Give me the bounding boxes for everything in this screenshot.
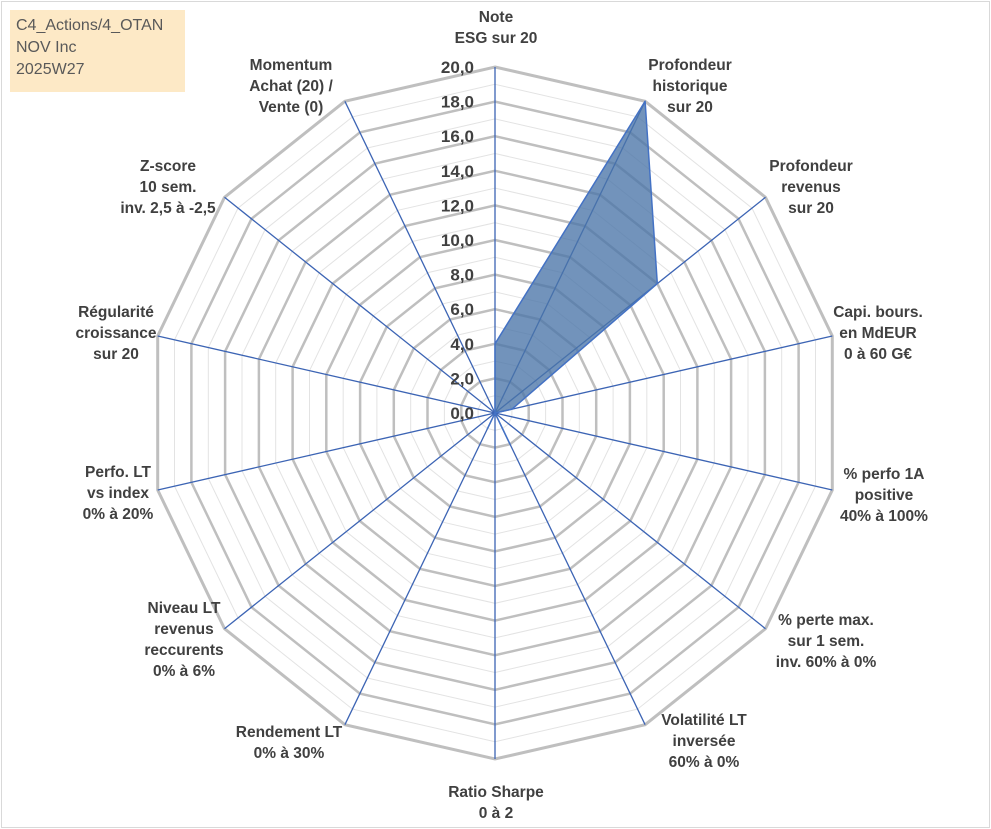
tick-labels: 0,0 2,0 4,0 6,0 8,0 10,0 12,0 14,0 16,0 18,0 20,0: [441, 58, 474, 423]
axis-label-line: historique: [653, 78, 728, 95]
axis-label: Régularité croissance sur 20: [76, 304, 157, 363]
axis-label-line: 60% à 0%: [669, 754, 740, 771]
axis-spoke: [344, 101, 496, 414]
axis-label-line: sur 20: [788, 200, 834, 217]
axis-label: Niveau LT revenus reccurents 0% à 6%: [144, 600, 223, 680]
tick-label: 6,0: [450, 300, 474, 319]
axis-label-line: Ratio Sharpe: [448, 784, 544, 801]
axis-spoke: [494, 412, 833, 491]
tick-label: 2,0: [450, 369, 474, 388]
axis-label-line: Vente (0): [259, 99, 324, 116]
axis-label-line: 40% à 100%: [840, 508, 928, 525]
axis-label: Z-score 10 sem. inv. 2,5 à -2,5: [120, 158, 216, 217]
axis-label-line: inversée: [673, 733, 736, 750]
info-box: C4_Actions/4_OTAN NOV Inc 2025W27: [10, 10, 185, 92]
axis-label: Volatilité LT inversée 60% à 0%: [661, 712, 747, 771]
tick-label: 14,0: [441, 162, 474, 181]
axis-spoke: [157, 412, 496, 491]
axis-label-line: Régularité: [78, 304, 154, 321]
axis-label-line: en MdEUR: [839, 325, 917, 342]
axis-label-line: sur 20: [667, 99, 713, 116]
axis-label-line: reccurents: [144, 642, 223, 659]
axis-label-line: 0 à 2: [479, 805, 513, 822]
axis-label-line: Note: [479, 9, 514, 26]
axis-label-line: 0% à 6%: [153, 663, 215, 680]
axis-label: Note ESG sur 20: [455, 9, 538, 47]
axis-spoke: [344, 412, 496, 725]
axis-label-line: sur 20: [93, 346, 139, 363]
axis-label: Capi. bours. en MdEUR 0 à 60 G€: [833, 304, 923, 363]
axis-label-line: ESG sur 20: [455, 30, 538, 47]
axis-spoke: [224, 196, 496, 414]
tick-label: 16,0: [441, 127, 474, 146]
axis-label-line: inv. 60% à 0%: [776, 654, 877, 671]
tick-label: 0,0: [450, 404, 474, 423]
axis-labels: Note ESG sur 20 Profondeur historique sur 20…: [76, 9, 929, 822]
axis-label-line: Niveau LT: [148, 600, 221, 617]
axis-label-line: Momentum: [250, 57, 333, 74]
axis-label-line: inv. 2,5 à -2,5: [120, 200, 216, 217]
axis-label-line: revenus: [154, 621, 213, 638]
axis-spoke: [157, 335, 496, 414]
axis-label-line: Achat (20) /: [249, 78, 333, 95]
axis-label-line: % perte max.: [778, 612, 874, 629]
axis-label-line: 10 sem.: [140, 179, 197, 196]
tick-label: 12,0: [441, 196, 474, 215]
axis-label-line: 0 à 60 G€: [844, 346, 912, 363]
axis-label: Rendement LT 0% à 30%: [236, 724, 343, 762]
axis-label-line: Capi. bours.: [833, 304, 923, 321]
axis-label-line: Volatilité LT: [661, 712, 747, 729]
tick-label: 4,0: [450, 335, 474, 354]
tick-label: 10,0: [441, 231, 474, 250]
axis-label-line: croissance: [76, 325, 157, 342]
axis-label: Profondeur historique sur 20: [648, 57, 732, 116]
tick-label: 18,0: [441, 93, 474, 112]
tick-label: 20,0: [441, 58, 474, 77]
axis-label-line: 0% à 20%: [83, 506, 154, 523]
axis-spoke: [224, 412, 496, 630]
axis-label: % perte max. sur 1 sem. inv. 60% à 0%: [776, 612, 877, 671]
axis-label-line: Perfo. LT: [85, 464, 152, 481]
axis-label-line: positive: [855, 487, 914, 504]
axis-label-line: 0% à 30%: [254, 745, 325, 762]
info-week: 2025W27: [16, 61, 85, 78]
axis-label-line: Rendement LT: [236, 724, 343, 741]
axis-label: Momentum Achat (20) / Vente (0): [249, 57, 333, 116]
axis-spoke: [494, 335, 833, 414]
axis-label: Profondeur revenus sur 20: [769, 158, 853, 217]
tick-label: 8,0: [450, 266, 474, 285]
axis-label-line: Z-score: [140, 158, 196, 175]
axis-label: % perfo 1A positive 40% à 100%: [840, 466, 928, 525]
axis-label-line: revenus: [781, 179, 840, 196]
axis-label-line: Profondeur: [648, 57, 732, 74]
axis-label: Ratio Sharpe 0 à 2: [448, 784, 544, 822]
axis-spoke: [494, 412, 766, 630]
data-series: [486, 100, 659, 445]
info-portfolio: C4_Actions/4_OTAN: [16, 17, 164, 34]
axis-label-line: sur 1 sem.: [788, 633, 865, 650]
axis-label: Perfo. LT vs index 0% à 20%: [83, 464, 154, 523]
axis-label-line: Profondeur: [769, 158, 853, 175]
axis-label-line: % perfo 1A: [844, 466, 925, 483]
axis-label-line: vs index: [87, 485, 149, 502]
info-company: NOV Inc: [16, 39, 77, 56]
series-area: [486, 100, 659, 445]
axis-spoke: [494, 412, 646, 725]
